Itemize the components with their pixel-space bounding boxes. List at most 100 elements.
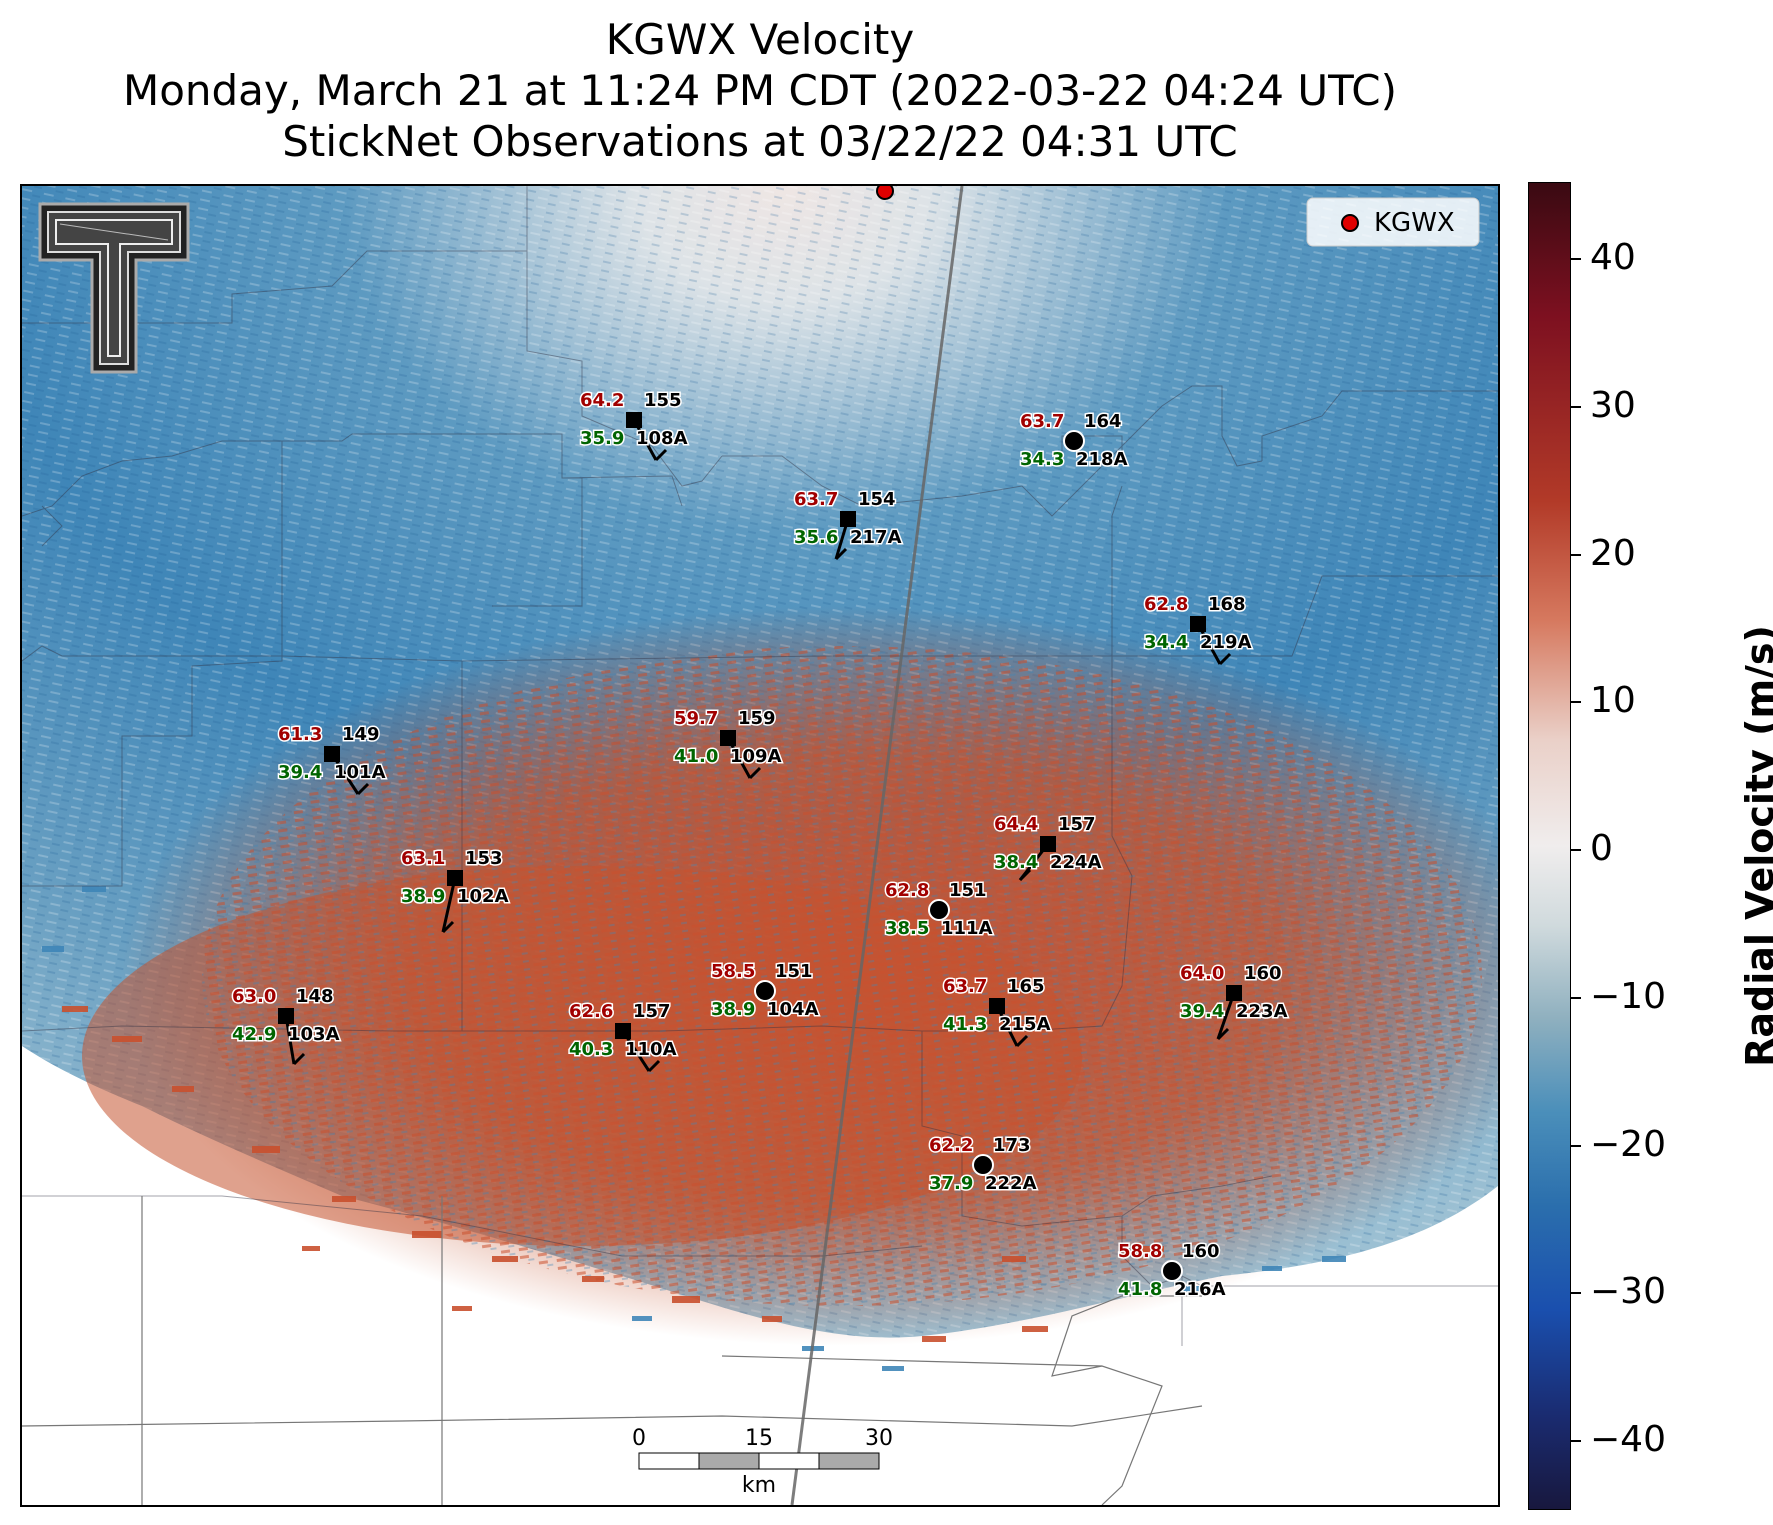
colorbar-tick-mark bbox=[1571, 997, 1581, 999]
station-marker[interactable] bbox=[324, 746, 340, 762]
station-218A[interactable]: 63.7 164 34.3 218A bbox=[1019, 410, 1130, 472]
station-dewpoint: 41.0 bbox=[674, 746, 718, 767]
station-marker[interactable] bbox=[615, 1023, 631, 1039]
station-wind-direction: 160 bbox=[1182, 1241, 1220, 1262]
station-temperature: 61.3 bbox=[278, 724, 322, 745]
station-dewpoint: 39.4 bbox=[278, 762, 322, 783]
station-marker[interactable] bbox=[1190, 616, 1206, 632]
station-216A[interactable]: 58.8 160 41.8 216A bbox=[1117, 1240, 1228, 1302]
scale-unit: km bbox=[742, 1473, 776, 1498]
station-224A[interactable]: 64.4 157 38.4 224A bbox=[993, 813, 1103, 882]
legend-label: KGWX bbox=[1374, 208, 1455, 238]
colorbar-tick-label: −20 bbox=[1590, 1124, 1666, 1165]
station-temperature: 62.8 bbox=[885, 880, 929, 901]
station-temperature: 62.6 bbox=[569, 1001, 613, 1022]
university-logo bbox=[38, 202, 190, 374]
county-boundaries bbox=[22, 186, 1498, 1346]
station-marker[interactable] bbox=[626, 412, 642, 428]
wind-barb-flag bbox=[748, 766, 762, 780]
station-temperature: 64.4 bbox=[994, 814, 1038, 835]
wind-barb bbox=[441, 877, 457, 933]
station-marker[interactable] bbox=[754, 980, 776, 1002]
chart-title: KGWX Velocity bbox=[605, 15, 915, 64]
station-temperature: 63.7 bbox=[794, 489, 838, 510]
station-dewpoint: 35.6 bbox=[794, 527, 838, 548]
station-temperature: 62.2 bbox=[929, 1135, 973, 1156]
colorbar-tick-label: 20 bbox=[1590, 533, 1636, 574]
station-wind-direction: 159 bbox=[738, 708, 776, 729]
colorbar-tick-mark bbox=[1571, 258, 1581, 260]
station-marker[interactable] bbox=[1063, 430, 1085, 452]
station-215A[interactable]: 63.7 165 41.3 215A bbox=[942, 975, 1052, 1048]
colorbar-label: Radial Velocity (m/s) bbox=[1738, 625, 1773, 1067]
colorbar-tick-mark bbox=[1571, 701, 1581, 703]
station-marker[interactable] bbox=[972, 1154, 994, 1176]
scale-tick-15: 15 bbox=[745, 1426, 773, 1451]
radar-map-canvas: 0 15 30 km KGWX 64.2 155 35.9 108A 63.7 154 35… bbox=[22, 186, 1498, 1505]
station-marker[interactable] bbox=[1040, 836, 1056, 852]
station-wind-direction: 155 bbox=[644, 390, 682, 411]
colorbar-tick-mark bbox=[1571, 1292, 1581, 1294]
station-marker[interactable] bbox=[278, 1008, 294, 1024]
station-id: 223A bbox=[1236, 1001, 1288, 1022]
highway bbox=[790, 186, 964, 1505]
radar-map[interactable]: 0 15 30 km KGWX 64.2 155 35.9 108A 63.7 154 35… bbox=[20, 184, 1500, 1507]
station-217A[interactable]: 63.7 154 35.6 217A bbox=[793, 488, 903, 561]
station-wind-direction: 157 bbox=[1058, 814, 1096, 835]
station-marker[interactable] bbox=[1161, 1260, 1183, 1282]
station-temperature: 59.7 bbox=[674, 708, 718, 729]
station-dewpoint: 38.9 bbox=[711, 999, 755, 1020]
station-222A[interactable]: 62.2 173 37.9 222A bbox=[928, 1134, 1039, 1196]
station-marker[interactable] bbox=[989, 998, 1005, 1014]
station-104A[interactable]: 58.5 151 38.9 104A bbox=[710, 960, 821, 1022]
station-temperature: 64.2 bbox=[580, 390, 624, 411]
station-219A[interactable]: 62.8 168 34.4 219A bbox=[1143, 593, 1253, 666]
station-dewpoint: 38.9 bbox=[401, 886, 445, 907]
station-marker[interactable] bbox=[928, 899, 950, 921]
colorbar-tick-label: 0 bbox=[1590, 828, 1613, 869]
station-marker[interactable] bbox=[720, 730, 736, 746]
station-id: 109A bbox=[730, 746, 782, 767]
station-marker[interactable] bbox=[1226, 985, 1242, 1001]
colorbar-tick-mark bbox=[1571, 1440, 1581, 1442]
station-id: 103A bbox=[288, 1024, 340, 1045]
station-id: 104A bbox=[767, 999, 819, 1020]
colorbar-tick-label: 10 bbox=[1590, 680, 1636, 721]
scale-bar: 0 15 30 km bbox=[632, 1426, 893, 1498]
station-wind-direction: 151 bbox=[949, 880, 987, 901]
legend-marker bbox=[1341, 214, 1359, 232]
station-dewpoint: 37.9 bbox=[929, 1173, 973, 1194]
wind-barb-flag bbox=[1015, 1034, 1029, 1048]
station-109A[interactable]: 59.7 159 41.0 109A bbox=[673, 707, 783, 780]
station-id: 219A bbox=[1200, 632, 1252, 653]
station-223A[interactable]: 64.0 160 39.4 223A bbox=[1179, 962, 1289, 1041]
wind-barb-flag bbox=[356, 782, 370, 796]
station-marker[interactable] bbox=[447, 870, 463, 886]
radar-site-marker[interactable] bbox=[876, 186, 894, 200]
station-110A[interactable]: 62.6 157 40.3 110A bbox=[568, 1000, 678, 1073]
colorbar-tick-label: 30 bbox=[1590, 385, 1636, 426]
station-id: 110A bbox=[625, 1039, 677, 1060]
station-id: 111A bbox=[941, 918, 993, 939]
station-wind-direction: 173 bbox=[993, 1135, 1031, 1156]
station-id: 218A bbox=[1076, 449, 1128, 470]
station-wind-direction: 165 bbox=[1007, 976, 1045, 997]
wind-barb-flag bbox=[654, 448, 668, 462]
station-111A[interactable]: 62.8 151 38.5 111A bbox=[884, 879, 995, 941]
station-id: 108A bbox=[636, 428, 688, 449]
station-wind-direction: 164 bbox=[1084, 411, 1122, 432]
station-temperature: 58.5 bbox=[711, 961, 755, 982]
station-id: 101A bbox=[334, 762, 386, 783]
colorbar-tick-label: −10 bbox=[1590, 976, 1666, 1017]
colorbar-tick-mark bbox=[1571, 406, 1581, 408]
station-103A[interactable]: 63.0 148 42.9 103A bbox=[231, 985, 341, 1066]
station-108A[interactable]: 64.2 155 35.9 108A bbox=[579, 389, 689, 462]
colorbar-tick-mark bbox=[1571, 1145, 1581, 1147]
station-101A[interactable]: 61.3 149 39.4 101A bbox=[277, 723, 387, 796]
station-wind-direction: 151 bbox=[775, 961, 813, 982]
station-102A[interactable]: 63.1 153 38.9 102A bbox=[400, 847, 510, 934]
station-marker[interactable] bbox=[840, 511, 856, 527]
station-temperature: 63.1 bbox=[401, 848, 445, 869]
station-wind-direction: 160 bbox=[1244, 963, 1282, 984]
station-temperature: 63.7 bbox=[943, 976, 987, 997]
